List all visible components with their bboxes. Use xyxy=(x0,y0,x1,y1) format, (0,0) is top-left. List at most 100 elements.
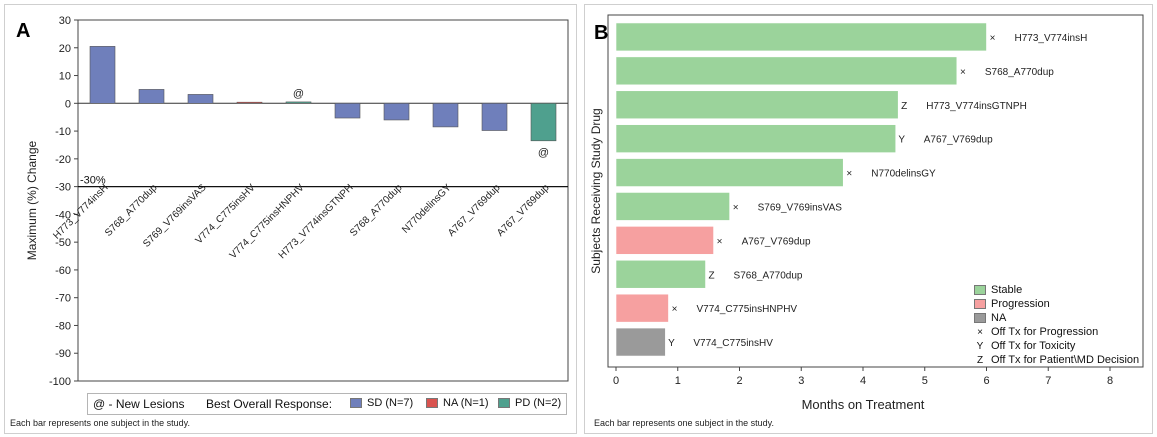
legend-item-off-progression: × Off Tx for Progression xyxy=(974,326,1098,338)
marker-b-1: × xyxy=(960,67,966,78)
marker-b-7: Z xyxy=(708,270,714,281)
bar-a-8 xyxy=(481,103,508,131)
legend-label-off-toxicity: Off Tx for Toxicity xyxy=(991,340,1076,352)
x-tick-label-b-1: 1 xyxy=(675,375,681,387)
y-tick-label-a-13: -100 xyxy=(49,376,71,388)
legend-symbol-off-progression: × xyxy=(977,326,983,338)
bar-label-b-5: S769_V769insVAS xyxy=(758,202,843,213)
y-tick-label-a-3: 0 xyxy=(65,98,71,110)
y-tick-label-a-5: -20 xyxy=(55,154,71,166)
annotation-a-9: @ xyxy=(538,147,549,159)
y-tick-label-a-12: -90 xyxy=(55,348,71,360)
legend-label-off-decision: Off Tx for Patient\MD Decision xyxy=(991,354,1140,366)
bar-b-2 xyxy=(615,90,899,120)
y-tick-label-a-1: 20 xyxy=(59,43,71,55)
y-tick-label-a-10: -70 xyxy=(55,293,71,305)
legend-swatch-stable xyxy=(974,285,986,295)
reference-line-label: -30% xyxy=(80,175,106,187)
y-tick-label-a-4: -10 xyxy=(55,126,71,138)
waterfall-chart: 30 20 10 0 -10 -20 -30 -40 -50 -60 -70 -80 -90 -100 Ma… xyxy=(25,15,569,388)
x-tick-label-b-8: 8 xyxy=(1107,375,1113,387)
legend-swatch-pd xyxy=(498,398,510,408)
legend-new-lesions: @ - New Lesions xyxy=(93,397,185,411)
panel-b-frame xyxy=(584,4,1153,434)
legend-item-pd: PD (N=2) xyxy=(498,397,561,409)
legend-title: Best Overall Response: xyxy=(206,397,333,411)
bar-label-b-7: S768_A770dup xyxy=(734,270,803,281)
legend-item-off-decision: Z Off Tx for Patient\MD Decision xyxy=(974,354,1139,366)
legend-label-pd: PD (N=2) xyxy=(515,397,562,409)
legend-item-progression: Progression xyxy=(974,298,1050,310)
bar-a-4 xyxy=(285,101,312,104)
bar-b-4 xyxy=(615,158,844,187)
y-axis-label-b: Subjects Receiving Study Drug xyxy=(589,108,603,273)
y-axis-label-a: Maximum (%) Change xyxy=(25,140,39,260)
marker-b-9: Y xyxy=(668,338,675,349)
bar-b-8 xyxy=(615,293,669,323)
panel-a-frame xyxy=(4,4,577,434)
x-tick-label-b-7: 7 xyxy=(1045,375,1051,387)
panel-a: A 30 20 10 0 -10 -20 -30 -40 -50 -60 -70 -80 -90 -100… xyxy=(0,0,577,437)
legend-label-na: NA (N=1) xyxy=(443,397,489,409)
bar-label-b-4: N770delinsGY xyxy=(871,169,936,180)
plot-area-b xyxy=(607,14,1144,368)
y-tick-label-a-7: -40 xyxy=(55,209,71,221)
marker-b-5: × xyxy=(733,202,739,213)
panel-b-footnote: Each bar represents one subject in the s… xyxy=(594,418,774,428)
legend-item-na: NA (N=1) xyxy=(426,397,489,409)
y-tick-label-a-9: -60 xyxy=(55,265,71,277)
bar-b-9 xyxy=(615,327,666,357)
x-tick-label-a-9: A767_V769dup xyxy=(495,182,552,239)
swimmer-chart: 0 1 2 3 4 5 6 7 8 Months on Treatment Subjects Rec… xyxy=(589,14,1144,412)
x-tick-label-a-7: N770delinsGY xyxy=(400,182,454,236)
annotation-a-4: @ xyxy=(293,88,304,100)
x-axis-label-b: Months on Treatment xyxy=(802,397,925,412)
bar-a-5 xyxy=(334,103,361,119)
bar-a-3 xyxy=(236,101,263,104)
legend-swatch-sd xyxy=(350,398,362,408)
panel-a-label: A xyxy=(16,20,31,42)
marker-b-0: × xyxy=(990,33,996,44)
bar-b-0 xyxy=(615,22,987,52)
bar-b-6 xyxy=(615,226,714,255)
marker-b-2: Z xyxy=(901,101,907,112)
legend-label-stable: Stable xyxy=(991,284,1023,296)
x-tick-label-b-6: 6 xyxy=(983,375,989,387)
y-tick-label-a-11: -80 xyxy=(55,320,71,332)
bar-a-6 xyxy=(383,103,410,121)
y-tick-label-a-6: -30 xyxy=(55,182,71,194)
bar-b-3 xyxy=(615,124,897,153)
x-tick-label-b-2: 2 xyxy=(736,375,742,387)
legend-label-na-b: NA xyxy=(991,312,1007,324)
bar-label-b-0: H773_V774insH xyxy=(1015,33,1088,44)
marker-b-4: × xyxy=(846,169,852,180)
bar-label-b-6: A767_V769dup xyxy=(742,236,811,247)
panel-a-legend: @ - New Lesions Best Overall Response: S… xyxy=(87,393,567,415)
bar-a-7 xyxy=(432,103,459,128)
legend-swatch-na-b xyxy=(974,313,986,323)
legend-swatch-progression xyxy=(974,299,986,309)
x-tick-label-b-5: 5 xyxy=(922,375,928,387)
legend-label-progression: Progression xyxy=(991,298,1050,310)
y-tick-label-a-0: 30 xyxy=(59,15,71,27)
legend-item-sd: SD (N=7) xyxy=(350,397,413,409)
bar-label-b-3: A767_V769dup xyxy=(924,135,993,146)
legend-swatch-na xyxy=(426,398,438,408)
legend-item-na-b: NA xyxy=(974,312,1006,324)
bar-a-9 xyxy=(530,103,557,142)
legend-item-stable: Stable xyxy=(974,284,1022,296)
plot-area-a xyxy=(77,19,569,382)
x-tick-label-b-3: 3 xyxy=(798,375,804,387)
legend-label-sd: SD (N=7) xyxy=(367,397,414,409)
panel-a-footnote: Each bar represents one subject in the s… xyxy=(10,418,190,428)
legend-symbol-off-toxicity: Y xyxy=(976,340,984,352)
panel-b-legend: Stable Progression NA × Off Tx for Progr… xyxy=(974,284,1154,368)
panel-b-label: B xyxy=(594,22,609,44)
y-tick-label-a-8: -50 xyxy=(55,237,71,249)
bar-b-1 xyxy=(615,56,958,86)
x-tick-label-a-8: A767_V769dup xyxy=(446,182,503,239)
x-tick-label-a-1: S768_A770dup xyxy=(103,182,160,239)
panel-b: B 0 1 2 3 4 5 6 7 8 Months on Treatment Subjects R… xyxy=(584,0,1157,437)
marker-b-6: × xyxy=(717,236,723,247)
legend-symbol-off-decision: Z xyxy=(976,354,984,366)
